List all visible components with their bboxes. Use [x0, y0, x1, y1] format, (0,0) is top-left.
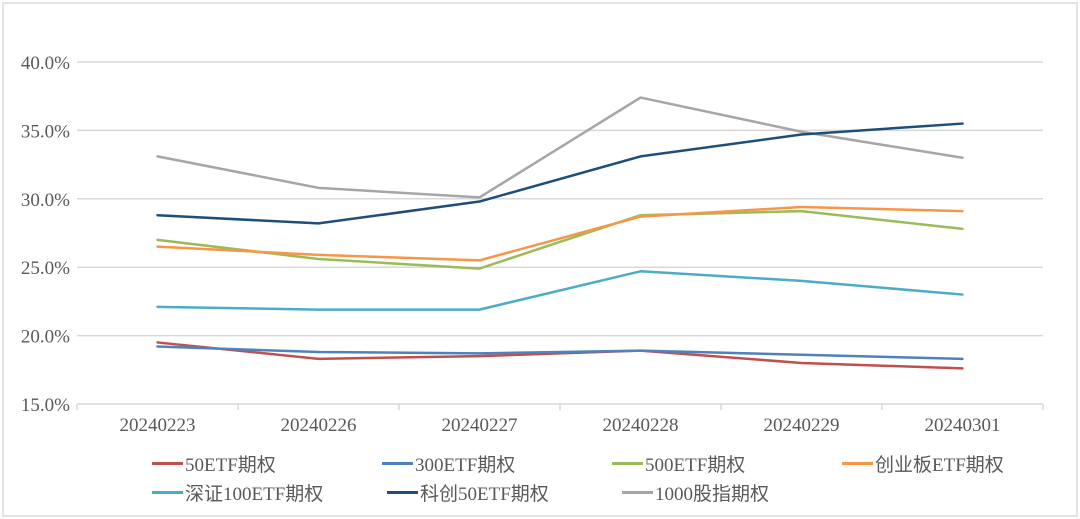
series-line-4: [156, 270, 964, 311]
y-axis-tick-label: 15.0%: [21, 395, 70, 416]
legend-line-swatch-icon: [622, 491, 653, 494]
legend-line-swatch-icon: [152, 462, 183, 465]
legend-row: 50ETF期权 300ETF期权 500ETF期权 创业板ETF期权: [152, 449, 1072, 478]
x-axis-tick-label: 20240227: [442, 415, 518, 436]
y-axis-tick-label: 20.0%: [21, 327, 70, 348]
series-line-3: [156, 205, 964, 262]
legend-item: 500ETF期权: [612, 450, 842, 477]
legend-row: 深证100ETF期权 科创50ETF期权 1000股指期权: [152, 478, 1072, 507]
chart-legend: 50ETF期权 300ETF期权 500ETF期权 创业板ETF期权 深证100ETF期…: [152, 449, 1072, 507]
legend-label: 50ETF期权: [185, 455, 276, 476]
legend-item: 深证100ETF期权: [152, 479, 387, 506]
legend-line-swatch-icon: [152, 491, 183, 494]
legend-line-swatch-icon: [842, 462, 873, 465]
legend-item: 300ETF期权: [382, 450, 612, 477]
legend-item: 科创50ETF期权: [387, 479, 622, 506]
legend-label: 1000股指期权: [655, 484, 770, 505]
legend-line-swatch-icon: [387, 491, 418, 494]
series-line-6: [156, 96, 964, 199]
y-axis-tick-label: 40.0%: [21, 53, 70, 74]
x-axis-tick-label: 20240223: [120, 415, 196, 436]
legend-item: 50ETF期权: [152, 450, 382, 477]
line-chart: 15.0% 20.0% 25.0% 30.0% 35.0% 40.0% 20240223 20…: [21, 53, 1044, 436]
x-axis-tick-label: 20240226: [281, 415, 357, 436]
series-line-2: [156, 209, 964, 270]
legend-label: 科创50ETF期权: [420, 484, 549, 505]
legend-item: 创业板ETF期权: [842, 450, 1072, 477]
x-axis-tick-label: 20240228: [603, 415, 679, 436]
legend-line-swatch-icon: [382, 462, 413, 465]
legend-label: 500ETF期权: [645, 455, 746, 476]
y-axis-tick-label: 25.0%: [21, 258, 70, 279]
y-axis-tick-label: 35.0%: [21, 121, 70, 142]
series-line-1: [156, 345, 964, 361]
series-line-0: [156, 341, 964, 370]
y-axis-tick-label: 30.0%: [21, 190, 70, 211]
series-line-5: [156, 122, 964, 225]
legend-item: 1000股指期权: [622, 479, 857, 506]
legend-label: 深证100ETF期权: [185, 484, 324, 505]
legend-label: 创业板ETF期权: [875, 455, 1004, 476]
legend-line-swatch-icon: [612, 462, 643, 465]
legend-label: 300ETF期权: [415, 455, 516, 476]
x-axis-tick-label: 20240301: [925, 415, 1001, 436]
x-axis-tick-label: 20240229: [764, 415, 840, 436]
